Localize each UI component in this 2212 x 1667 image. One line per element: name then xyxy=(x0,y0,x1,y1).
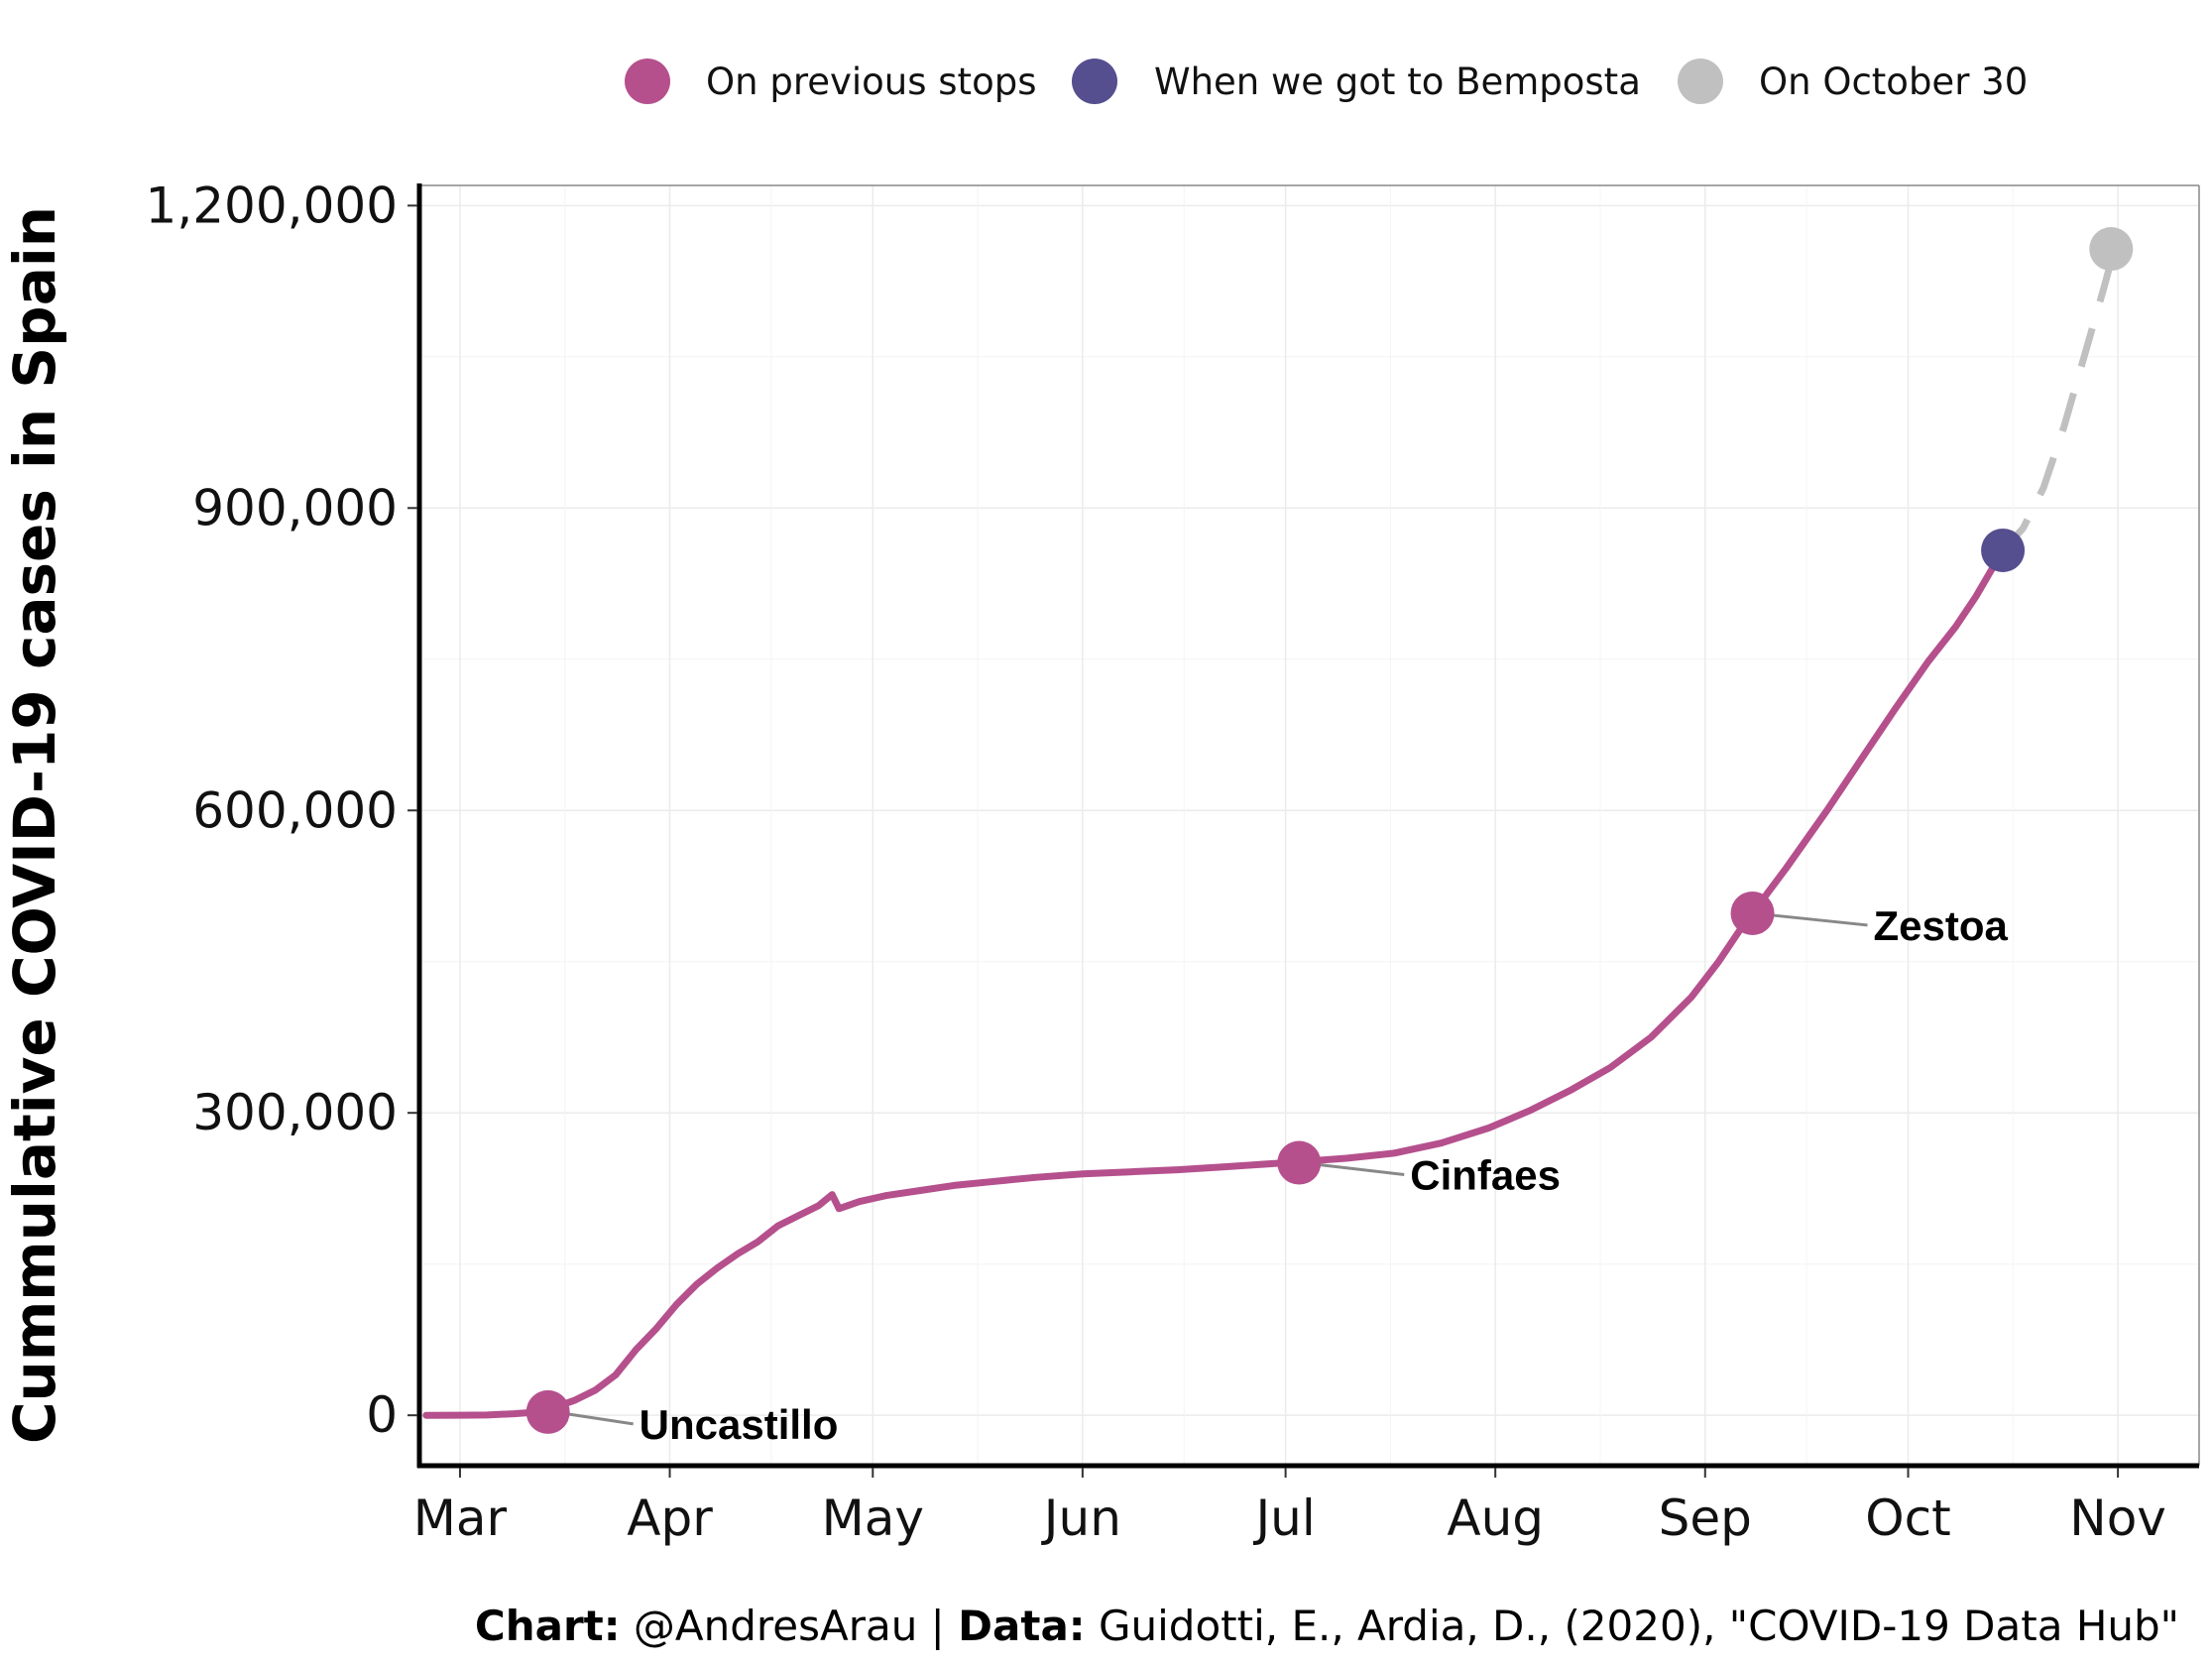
x-tick-labels: Mar Apr May Jun Jul Aug Sep Oct Nov xyxy=(413,1489,2166,1547)
legend-key xyxy=(1072,59,1117,104)
annotation-label: Cinfaes xyxy=(1410,1152,1561,1199)
annotation-label: Uncastillo xyxy=(640,1401,839,1448)
x-tick-label: Aug xyxy=(1447,1489,1544,1547)
axes xyxy=(407,183,2200,1478)
marker-point xyxy=(1981,528,2026,572)
grid xyxy=(419,185,2199,1466)
y-tick-label: 0 xyxy=(366,1386,398,1444)
annotation-leader xyxy=(1772,913,1868,927)
x-tick-label: Apr xyxy=(627,1489,713,1547)
caption: Chart: @AndresArau | Data: Guidotti, E.,… xyxy=(475,1602,2179,1650)
caption-chart-label: Chart: xyxy=(475,1602,621,1650)
y-tick-labels: 0 300,000 600,000 900,000 1,200,000 xyxy=(146,177,398,1444)
x-tick-label: Jul xyxy=(1252,1489,1315,1547)
caption-data-text: Guidotti, E., Ardia, D., (2020), "COVID-… xyxy=(1086,1602,2179,1650)
x-tick-label: Mar xyxy=(413,1489,508,1547)
markers xyxy=(525,227,2134,1434)
cases-line xyxy=(422,546,2007,1419)
y-tick-label: 600,000 xyxy=(192,781,398,839)
x-tick-label: May xyxy=(822,1489,924,1547)
x-tick-label: Nov xyxy=(2069,1489,2166,1547)
x-tick-label: Oct xyxy=(1865,1489,1950,1547)
legend-key xyxy=(1678,59,1723,104)
marker-point xyxy=(1730,891,1775,935)
legend-label: On October 30 xyxy=(1759,60,2028,103)
marker-point xyxy=(1277,1140,1322,1185)
series-layer xyxy=(422,260,2115,1419)
marker-point xyxy=(2089,227,2134,272)
y-tick-label: 900,000 xyxy=(192,479,398,536)
marker-point xyxy=(525,1389,570,1434)
legend-label: On previous stops xyxy=(706,60,1036,103)
projection-line xyxy=(2000,260,2115,553)
y-tick-label: 300,000 xyxy=(192,1084,398,1141)
y-tick-label: 1,200,000 xyxy=(146,177,398,234)
annotation-leader xyxy=(1319,1163,1405,1177)
annotation-label: Zestoa xyxy=(1874,902,2009,949)
caption-chart-text: @AndresArau | xyxy=(621,1602,959,1650)
legend: On previous stops When we got to Bemposta… xyxy=(625,59,2028,104)
y-axis-label: Cummulative COVID-19 cases in Spain xyxy=(1,206,68,1444)
caption-data-label: Data: xyxy=(958,1602,1085,1650)
annotation-leader xyxy=(567,1412,634,1426)
legend-label: When we got to Bemposta xyxy=(1154,60,1641,103)
x-tick-label: Sep xyxy=(1659,1489,1752,1547)
annotations: Uncastillo Cinfaes Zestoa xyxy=(567,902,2009,1448)
x-tick-label: Jun xyxy=(1041,1489,1121,1547)
legend-key xyxy=(625,59,670,104)
